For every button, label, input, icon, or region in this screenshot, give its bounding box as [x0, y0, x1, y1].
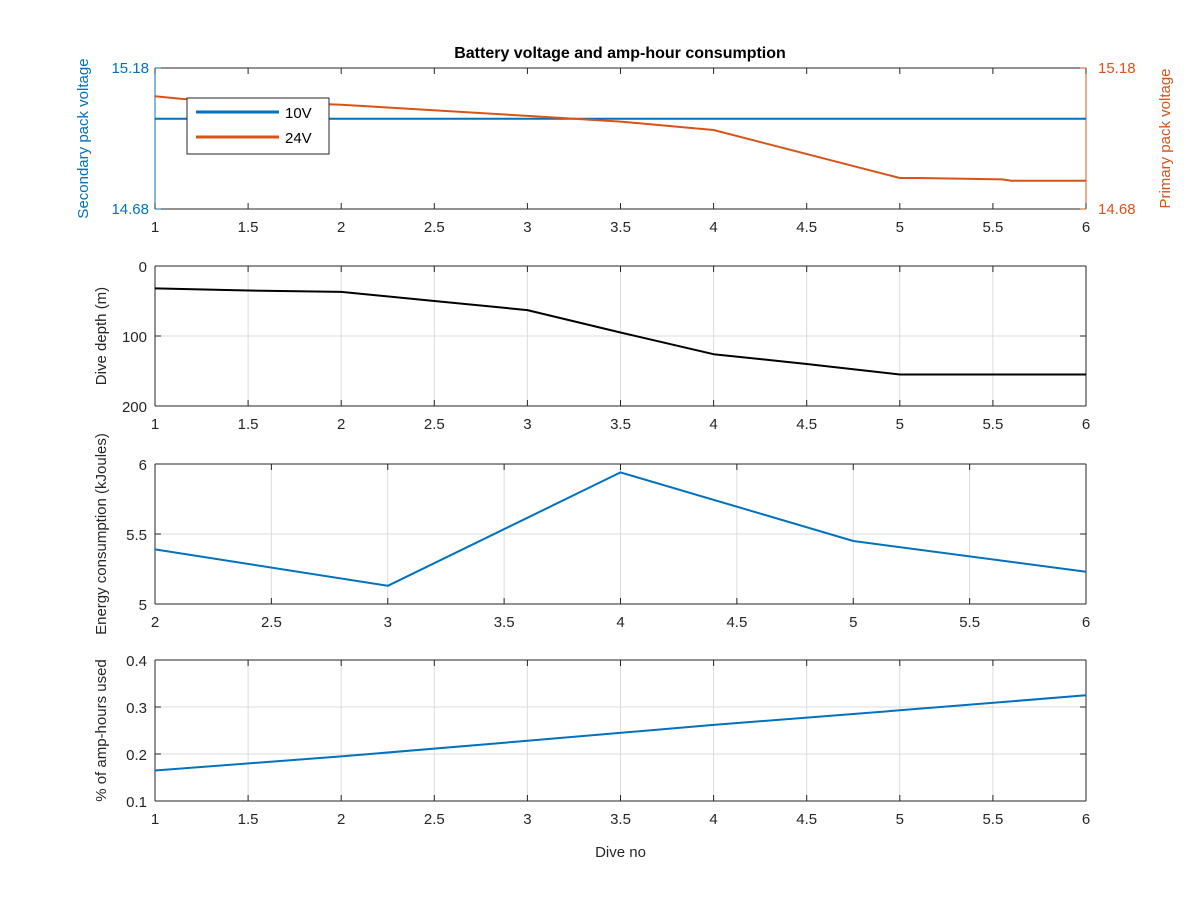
x-tick-label: 1.5 — [238, 416, 259, 433]
y-tick-label: 200 — [122, 399, 147, 416]
x-tick-label: 6 — [1082, 416, 1090, 433]
x-tick-label: 4.5 — [726, 614, 747, 631]
x-tick-label: 3 — [384, 614, 392, 631]
y-tick-label: 0.1 — [126, 794, 147, 811]
y-tick-label: 100 — [122, 329, 147, 346]
x-tick-label: 3 — [523, 811, 531, 828]
x-tick-label: 4 — [616, 614, 624, 631]
x-tick-label: 1 — [151, 416, 159, 433]
x-tick-label: 4.5 — [796, 811, 817, 828]
series-line-1 — [154, 471, 1087, 587]
y-tick-label: 0.2 — [126, 747, 147, 764]
x-tick-label: 2 — [151, 614, 159, 631]
x-tick-label: 3.5 — [610, 416, 631, 433]
x-tick-label: 3.5 — [610, 219, 631, 236]
x-axis-label: Dive no — [595, 844, 646, 861]
x-tick-label: 3.5 — [494, 614, 515, 631]
subplot-3: 2 2.5 3 3.5 4 4.5 5 5.5 6 5 5.5 6 Energy consumption… — [93, 433, 1090, 635]
x-tick-label: 3 — [523, 416, 531, 433]
series-line-1 — [154, 287, 1086, 376]
y-tick-label-left: 14.68 — [111, 201, 149, 218]
x-tick-label: 3.5 — [610, 811, 631, 828]
subplot-4: 1 1.5 2 2.5 3 3.5 4 4.5 5 5.5 6 0.1 0.2 0.3 0.4 % of am… — [93, 653, 1090, 861]
x-tick-label: 2.5 — [424, 811, 445, 828]
x-tick-label: 3 — [523, 219, 531, 236]
chart-title: Battery voltage and amp-hour consumption — [454, 45, 786, 62]
x-tick-label: 4.5 — [796, 416, 817, 433]
subplot-2: 1 1.5 2 2.5 3 3.5 4 4.5 5 5.5 6 0 100 200 Dive depth (… — [93, 259, 1090, 433]
y-tick-label: 5.5 — [126, 527, 147, 544]
y-tick-label: 6 — [139, 457, 147, 474]
x-tick-label: 5 — [896, 219, 904, 236]
y-tick-label: 5 — [139, 597, 147, 614]
x-tick-label: 4 — [709, 811, 717, 828]
x-tick-label: 5.5 — [959, 614, 980, 631]
x-tick-label: 2.5 — [261, 614, 282, 631]
x-tick-label: 1 — [151, 219, 159, 236]
y-tick-label: 0.3 — [126, 700, 147, 717]
x-tick-label: 4.5 — [796, 219, 817, 236]
x-tick-label: 2.5 — [424, 416, 445, 433]
y-tick-label-right: 15.18 — [1098, 60, 1136, 77]
y-axis-label-right: Primary pack voltage — [1157, 68, 1174, 208]
x-tick-label: 5 — [849, 614, 857, 631]
y-axis-label: Secondary pack voltage — [75, 58, 92, 218]
y-axis-label: Dive depth (m) — [93, 287, 110, 385]
x-tick-label: 2 — [337, 219, 345, 236]
x-tick-label: 6 — [1082, 614, 1090, 631]
x-tick-label: 4 — [709, 219, 717, 236]
x-tick-label: 6 — [1082, 219, 1090, 236]
x-tick-label: 4 — [709, 416, 717, 433]
x-tick-label: 1.5 — [238, 811, 259, 828]
legend-entry: 24V — [285, 130, 312, 147]
x-tick-label: 5.5 — [982, 219, 1003, 236]
y-tick-label-right: 14.68 — [1098, 201, 1136, 218]
y-axis-label: Energy consumption (kJoules) — [93, 433, 110, 635]
y-tick-label-left: 15.18 — [111, 60, 149, 77]
series-line-1 — [154, 694, 1087, 772]
x-tick-label: 6 — [1082, 811, 1090, 828]
y-axis-label: % of amp-hours used — [93, 659, 110, 802]
legend-entry: 10V — [285, 105, 312, 122]
x-tick-label: 5 — [896, 416, 904, 433]
legend-box — [186, 97, 330, 155]
subplot-stack: 1 1.5 2 2.5 3 3.5 4 4.5 5 5.5 6 14.68 15.18 14.68 15.1… — [75, 58, 1174, 861]
x-tick-label: 1.5 — [238, 219, 259, 236]
y-tick-label: 0 — [139, 259, 147, 276]
x-tick-label: 5.5 — [982, 416, 1003, 433]
x-tick-label: 1 — [151, 811, 159, 828]
x-tick-label: 2.5 — [424, 219, 445, 236]
subplot-1: 1 1.5 2 2.5 3 3.5 4 4.5 5 5.5 6 14.68 15.18 14.68 15.1… — [75, 58, 1174, 236]
x-tick-label: 2 — [337, 416, 345, 433]
y-tick-label: 0.4 — [126, 653, 147, 670]
x-tick-label: 5.5 — [982, 811, 1003, 828]
x-tick-label: 2 — [337, 811, 345, 828]
x-tick-label: 5 — [896, 811, 904, 828]
